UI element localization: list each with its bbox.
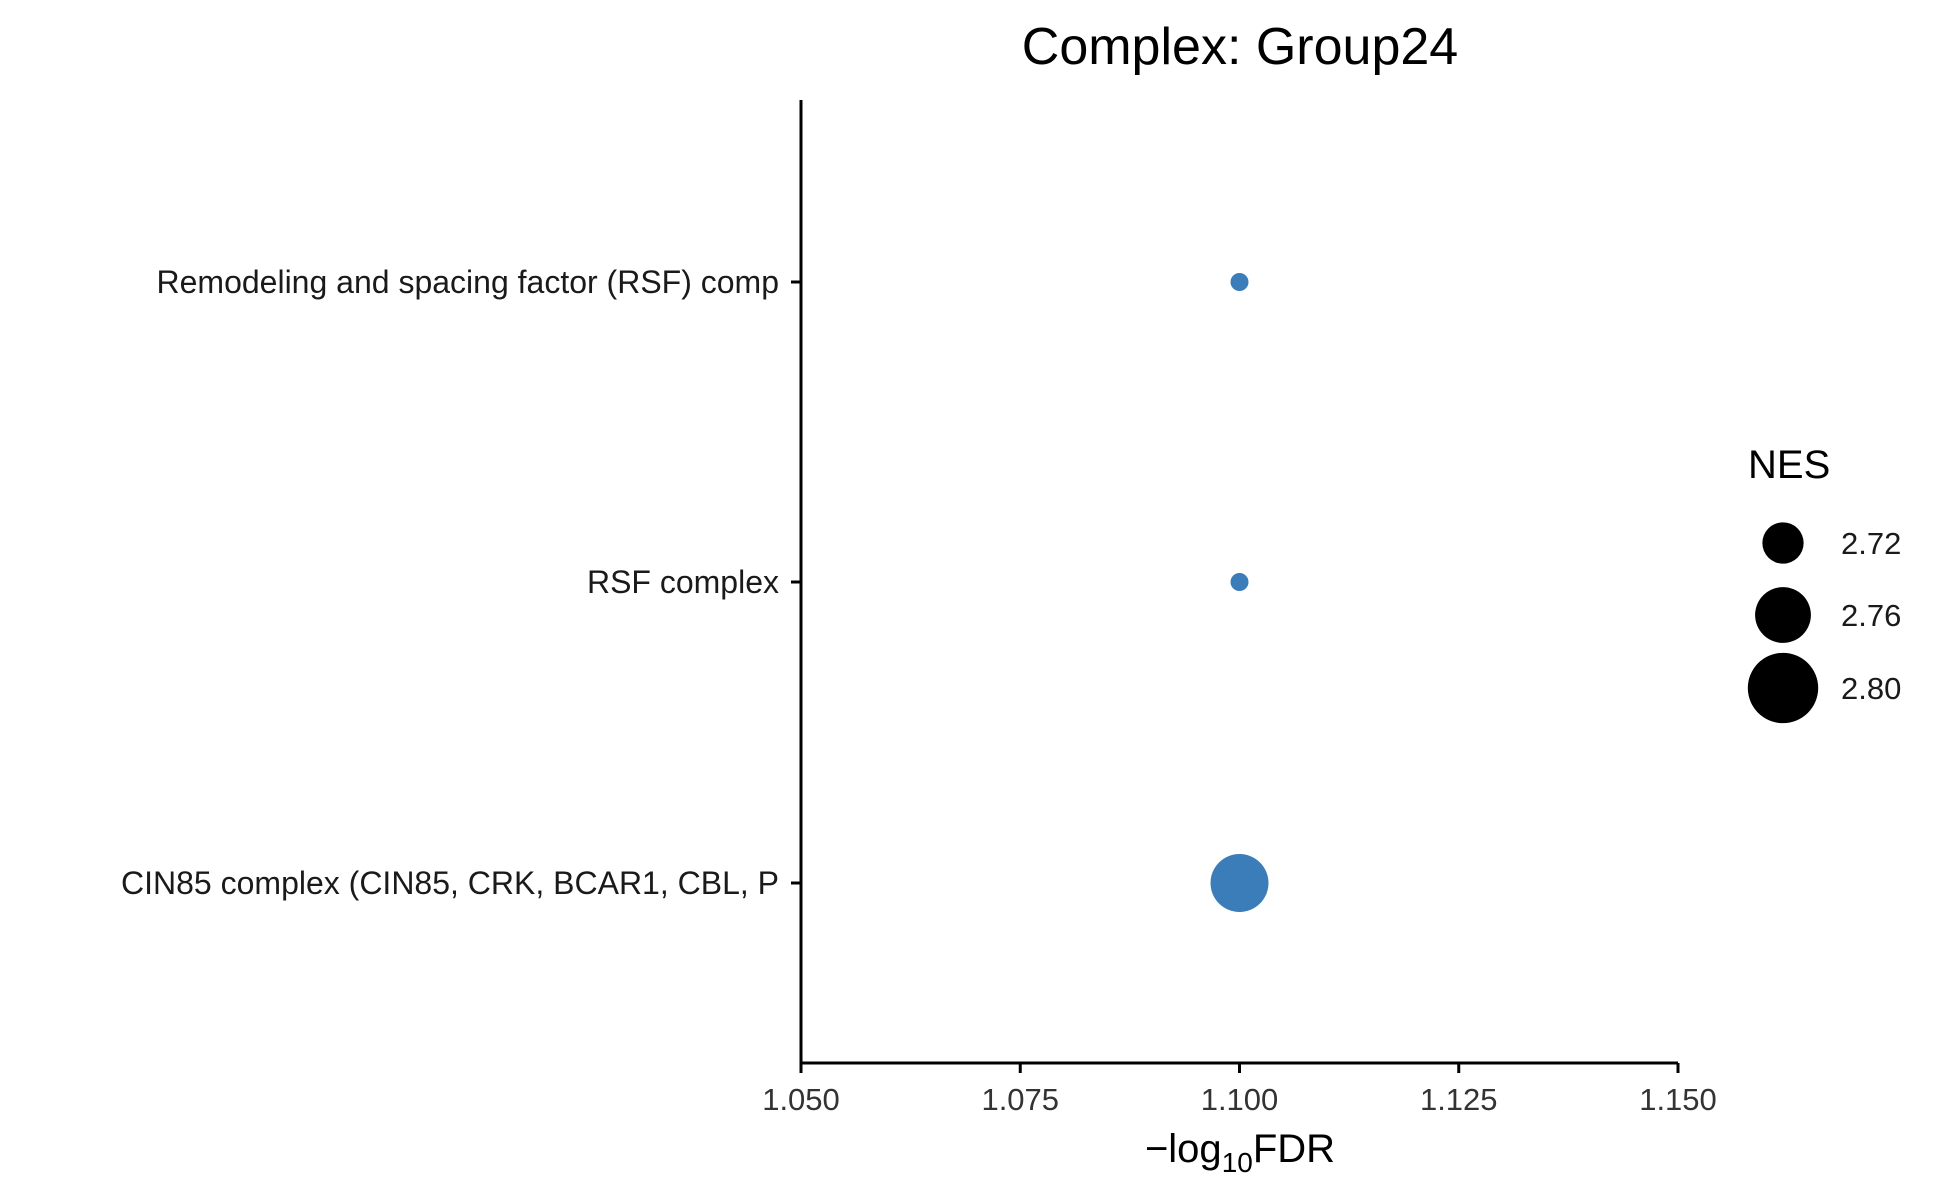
legend-entries: 2.72 2.76 2.80 <box>1747 522 1901 724</box>
legend-size-key <box>1755 587 1811 643</box>
data-point <box>1210 854 1269 912</box>
data-point <box>1230 273 1249 291</box>
x-axis-title-suffix: FDR <box>1253 1127 1335 1171</box>
x-tick-label: 1.075 <box>981 1082 1059 1117</box>
legend-label: 2.80 <box>1841 671 1901 706</box>
legend-size-key <box>1762 522 1804 564</box>
y-category-label: RSF complex <box>587 564 779 600</box>
plot-area: 1.050 1.075 1.100 1.125 1.150 Remodeling and… <box>121 100 1717 1117</box>
y-ticks: Remodeling and spacing factor (RSF) comp… <box>121 264 801 901</box>
legend-label: 2.76 <box>1841 598 1901 633</box>
x-axis-title-prefix: −log <box>1145 1127 1222 1171</box>
legend-size-key <box>1747 652 1819 724</box>
data-points <box>1210 273 1269 912</box>
x-axis-title: −log10FDR <box>1145 1127 1335 1178</box>
y-category-label: CIN85 complex (CIN85, CRK, BCAR1, CBL, P <box>121 865 779 901</box>
x-tick-label: 1.100 <box>1201 1082 1279 1117</box>
chart-title: Complex: Group24 <box>1022 18 1458 76</box>
x-tick-label: 1.150 <box>1639 1082 1717 1117</box>
x-axis-title-subscript: 10 <box>1222 1147 1253 1178</box>
legend-label: 2.72 <box>1841 526 1901 561</box>
y-category-label: Remodeling and spacing factor (RSF) comp <box>157 264 780 300</box>
x-ticks: 1.050 1.075 1.100 1.125 1.150 <box>762 1063 1717 1117</box>
legend-title: NES <box>1748 443 1830 487</box>
legend: NES 2.72 2.76 2.80 <box>1747 443 1901 724</box>
x-tick-label: 1.050 <box>762 1082 840 1117</box>
x-tick-label: 1.125 <box>1420 1082 1498 1117</box>
data-point <box>1230 573 1249 591</box>
